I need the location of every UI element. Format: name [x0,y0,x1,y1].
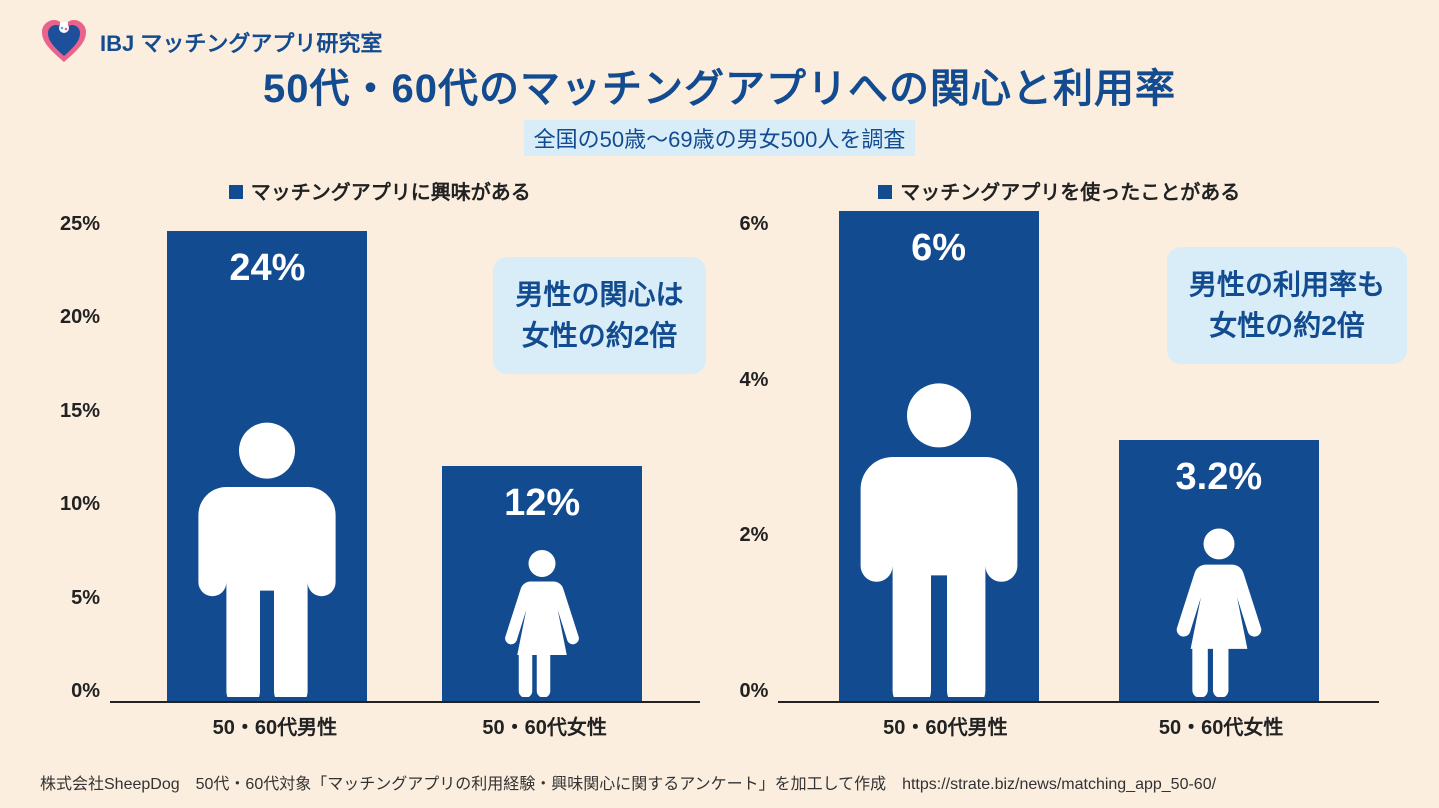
plot-area: 24% 12% 男性の関心は 女性の約2倍 [110,213,699,703]
callout-line: 男性の関心は [515,275,683,316]
chart-area: 6% 4% 2% 0% 6% 3.2% 男性の利用率も 女性の約2倍 [740,213,1380,703]
y-tick: 0% [740,680,769,703]
legend-label: マッチングアプリに興味がある [251,182,531,204]
bar: 24% [167,231,367,701]
title-block: 50代・60代のマッチングアプリへの関心と利用率 全国の50歳〜69歳の男女50… [0,56,1439,156]
bar: 6% [839,211,1039,701]
x-category-label: 50・60代女性 [1121,711,1321,740]
y-tick: 15% [60,400,100,423]
chart-panel-usage: マッチングアプリを使ったことがある 6% 4% 2% 0% 6% 3.2% 男性の利用… [740,176,1380,740]
x-category-label: 50・60代女性 [445,711,645,740]
callout-line: 男性の利用率も [1189,265,1385,306]
y-tick: 6% [740,213,769,236]
legend-label: マッチングアプリを使ったことがある [900,182,1240,204]
male-icon [190,417,344,697]
y-axis: 6% 4% 2% 0% [740,213,779,703]
callout-interest: 男性の関心は 女性の約2倍 [493,257,705,374]
x-category-label: 50・60代男性 [175,711,375,740]
bar-value-label: 12% [504,482,580,525]
chart-panel-interest: マッチングアプリに興味がある 25% 20% 15% 10% 5% 0% 24% 12% … [60,176,700,740]
chart-area: 25% 20% 15% 10% 5% 0% 24% 12% 男性の関心は 女性の約2倍 [60,213,700,703]
main-title: 50代・60代のマッチングアプリへの関心と利用率 [0,56,1439,114]
y-tick: 4% [740,369,769,392]
x-axis-labels: 50・60代男性 50・60代女性 [788,703,1380,740]
x-category-label: 50・60代男性 [845,711,1045,740]
callout-line: 女性の約2倍 [515,316,683,357]
legend-box-icon [878,185,892,199]
y-tick: 5% [71,587,100,610]
male-icon [851,377,1027,697]
y-axis: 25% 20% 15% 10% 5% 0% [60,213,110,703]
footer-source: 株式会社SheepDog 50代・60代対象「マッチングアプリの利用経験・興味関… [40,770,1399,794]
plot-area: 6% 3.2% 男性の利用率も 女性の約2倍 [778,213,1379,703]
callout-usage: 男性の利用率も 女性の約2倍 [1167,247,1407,364]
y-tick: 20% [60,306,100,329]
bar-value-label: 3.2% [1176,456,1263,499]
brand-text: IBJ マッチングアプリ研究室 [100,26,382,58]
sub-title: 全国の50歳〜69歳の男女500人を調査 [524,120,916,156]
x-axis-labels: 50・60代男性 50・60代女性 [120,703,700,740]
legend-interest: マッチングアプリに興味がある [60,176,700,205]
y-tick: 10% [60,493,100,516]
female-icon [501,547,584,697]
charts-row: マッチングアプリに興味がある 25% 20% 15% 10% 5% 0% 24% 12% … [0,156,1439,740]
bar: 12% [442,466,642,701]
brand-heart-icon [40,18,88,66]
y-tick: 2% [740,524,769,547]
y-tick: 25% [60,213,100,236]
legend-box-icon [229,185,243,199]
legend-usage: マッチングアプリを使ったことがある [740,176,1380,205]
bar-value-label: 24% [229,247,305,290]
callout-line: 女性の約2倍 [1189,306,1385,347]
female-icon [1172,525,1267,697]
y-tick: 0% [71,680,100,703]
bar-value-label: 6% [911,227,966,270]
bar: 3.2% [1119,440,1319,701]
